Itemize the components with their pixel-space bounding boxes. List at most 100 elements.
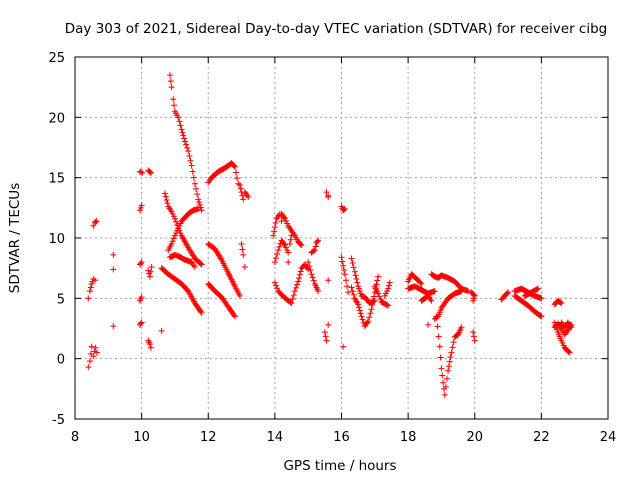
data-point xyxy=(110,266,117,273)
data-point xyxy=(178,126,185,133)
data-point xyxy=(375,290,382,297)
data-point xyxy=(312,243,319,250)
data-point xyxy=(354,279,361,286)
data-point xyxy=(449,344,456,351)
data-point xyxy=(374,277,381,284)
data-point xyxy=(110,251,117,258)
data-point xyxy=(348,284,355,291)
data-point xyxy=(534,286,541,293)
data-point xyxy=(290,292,297,299)
data-point xyxy=(161,190,168,197)
data-point xyxy=(433,313,440,320)
x-axis-title: GPS time / hours xyxy=(283,458,396,474)
data-point xyxy=(285,259,292,266)
data-point xyxy=(239,246,246,253)
data-point xyxy=(377,296,384,303)
x-tick-label: 22 xyxy=(533,430,550,445)
x-tick-label: 16 xyxy=(333,430,350,445)
data-point xyxy=(137,320,144,327)
data-point xyxy=(370,293,377,300)
data-point xyxy=(537,312,544,319)
data-point xyxy=(315,237,322,244)
data-point xyxy=(276,243,283,250)
data-point xyxy=(271,259,278,266)
data-point xyxy=(236,292,243,299)
data-point xyxy=(357,310,364,317)
data-point xyxy=(355,301,362,308)
data-point xyxy=(189,168,196,175)
data-point xyxy=(340,343,347,350)
data-point xyxy=(445,363,452,370)
data-point xyxy=(191,263,198,270)
y-tick-label: -5 xyxy=(52,413,65,428)
data-point xyxy=(344,283,351,290)
data-point xyxy=(436,343,443,350)
data-point xyxy=(353,276,360,283)
data-point xyxy=(163,196,170,203)
data-point xyxy=(364,319,371,326)
data-point xyxy=(438,365,445,372)
data-point xyxy=(375,273,382,280)
data-point xyxy=(349,288,356,295)
data-point xyxy=(168,84,175,91)
data-point xyxy=(376,293,383,300)
data-point xyxy=(272,219,279,226)
data-point xyxy=(179,129,186,136)
data-point xyxy=(297,241,304,248)
data-point xyxy=(465,288,472,295)
data-point xyxy=(558,300,565,307)
data-point xyxy=(198,261,205,268)
data-point xyxy=(442,383,449,390)
data-point xyxy=(505,289,512,296)
data-point xyxy=(425,321,432,328)
data-point xyxy=(274,251,281,258)
x-tick-label: 20 xyxy=(466,430,483,445)
data-point xyxy=(184,144,191,151)
data-point xyxy=(139,169,146,176)
data-point xyxy=(535,285,542,292)
data-point xyxy=(87,284,94,291)
data-point xyxy=(441,391,448,398)
data-point xyxy=(568,324,575,331)
data-point xyxy=(367,310,374,317)
data-point xyxy=(195,196,202,203)
x-tick-label: 18 xyxy=(400,430,417,445)
data-point xyxy=(217,255,224,262)
data-point xyxy=(470,297,477,304)
data-point xyxy=(137,260,144,267)
data-point xyxy=(310,277,317,284)
data-point xyxy=(237,185,244,192)
data-point xyxy=(292,284,299,291)
data-point xyxy=(233,169,240,176)
data-point xyxy=(93,218,100,225)
data-point xyxy=(231,312,238,319)
data-point xyxy=(288,300,295,307)
data-point xyxy=(231,162,238,169)
data-point xyxy=(90,353,97,360)
data-point xyxy=(440,379,447,386)
data-point xyxy=(338,254,345,261)
data-point xyxy=(167,78,174,85)
data-point xyxy=(181,138,188,145)
data-point xyxy=(193,185,200,192)
data-point xyxy=(470,329,477,336)
data-point xyxy=(93,349,100,356)
y-tick-label: 25 xyxy=(48,51,65,66)
data-point xyxy=(296,271,303,278)
data-point xyxy=(325,192,332,199)
data-point xyxy=(194,191,201,198)
x-tick-label: 12 xyxy=(200,430,217,445)
data-point xyxy=(272,255,279,262)
data-point xyxy=(434,323,441,330)
data-point xyxy=(431,288,438,295)
data-point xyxy=(86,288,93,295)
x-tick-label: 10 xyxy=(133,430,150,445)
y-tick-label: 15 xyxy=(48,172,65,187)
data-point xyxy=(291,288,298,295)
data-point xyxy=(350,291,357,298)
data-point xyxy=(368,306,375,313)
data-point xyxy=(351,268,358,275)
data-point xyxy=(146,273,153,280)
data-point xyxy=(169,238,176,245)
data-point xyxy=(138,294,145,301)
